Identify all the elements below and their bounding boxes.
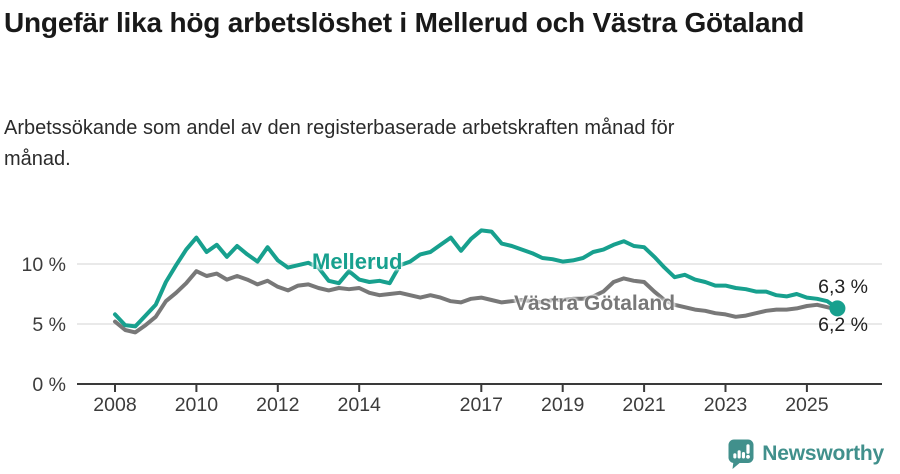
x-tick-label: 2014 [338,394,382,416]
series-line-vastra-gotaland [113,269,840,335]
x-tick-label: 2019 [541,394,584,416]
x-tick-label: 2023 [704,394,747,416]
x-tick-label: 2012 [256,394,299,416]
series-label-mellerud: Mellerud [312,249,403,274]
chart-subtitle: Arbetssökande som andel av den registerb… [4,117,675,170]
x-tick-label: 2017 [460,394,503,416]
end-value-label-mellerud: 6,3 % [818,276,868,298]
series-end-dot-mellerud [829,300,846,317]
series-label-vastra-gotaland: Västra Götaland [514,292,676,315]
x-tick-label: 2021 [622,394,665,416]
y-tick-label: 5 % [32,314,66,336]
series-line-mellerud [113,228,840,329]
x-tick-label: 2025 [785,394,829,416]
chart-title: Ungefär lika hög arbetslöshet i Mellerud… [4,7,805,38]
newsworthy-logo-icon [728,439,754,469]
x-tick-label: 2010 [175,394,219,416]
x-tick-label: 2008 [93,394,136,416]
newsworthy-logo-text: Newsworthy [762,441,884,465]
end-value-label-vastra-gotaland: 6,2 % [818,314,868,336]
y-tick-label: 10 % [22,254,66,276]
newsworthy-logo: Newsworthy [727,437,884,470]
y-tick-label: 0 % [32,374,66,396]
